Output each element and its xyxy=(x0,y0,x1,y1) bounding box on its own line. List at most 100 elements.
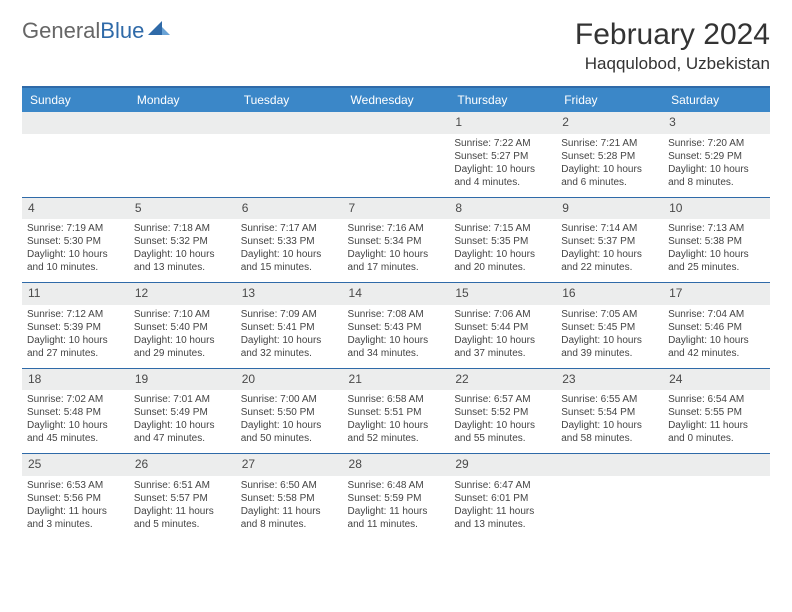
sunrise-text: Sunrise: 7:10 AM xyxy=(134,308,231,321)
calendar-table: Sunday Monday Tuesday Wednesday Thursday… xyxy=(22,86,770,539)
daylight-text: Daylight: 10 hours xyxy=(241,334,338,347)
day-cell xyxy=(556,476,663,539)
day-cell: Sunrise: 7:19 AMSunset: 5:30 PMDaylight:… xyxy=(22,219,129,283)
sunset-text: Sunset: 5:32 PM xyxy=(134,235,231,248)
daylight-text: Daylight: 10 hours xyxy=(241,419,338,432)
day-cell: Sunrise: 6:53 AMSunset: 5:56 PMDaylight:… xyxy=(22,476,129,539)
sunset-text: Sunset: 5:48 PM xyxy=(27,406,124,419)
sunset-text: Sunset: 5:54 PM xyxy=(561,406,658,419)
day-number: 5 xyxy=(129,197,236,219)
daylight-text: Daylight: 10 hours xyxy=(668,334,765,347)
daylight-text: Daylight: 10 hours xyxy=(561,334,658,347)
sunset-text: Sunset: 5:58 PM xyxy=(241,492,338,505)
day-number: 28 xyxy=(343,454,450,476)
sunset-text: Sunset: 6:01 PM xyxy=(454,492,551,505)
logo-general: General xyxy=(22,18,100,43)
day-cell xyxy=(236,134,343,198)
day-number: 13 xyxy=(236,283,343,305)
daylight-text: Daylight: 11 hours xyxy=(454,505,551,518)
daylight-text: and 50 minutes. xyxy=(241,432,338,445)
sunrise-text: Sunrise: 7:14 AM xyxy=(561,222,658,235)
daylight-text: and 8 minutes. xyxy=(241,518,338,531)
sunrise-text: Sunrise: 7:08 AM xyxy=(348,308,445,321)
sunrise-text: Sunrise: 7:22 AM xyxy=(454,137,551,150)
sunset-text: Sunset: 5:46 PM xyxy=(668,321,765,334)
sunrise-text: Sunrise: 6:51 AM xyxy=(134,479,231,492)
daylight-text: and 15 minutes. xyxy=(241,261,338,274)
daylight-text: Daylight: 10 hours xyxy=(348,419,445,432)
daylight-text: Daylight: 10 hours xyxy=(668,163,765,176)
sunrise-text: Sunrise: 7:06 AM xyxy=(454,308,551,321)
daylight-text: Daylight: 11 hours xyxy=(134,505,231,518)
sunset-text: Sunset: 5:39 PM xyxy=(27,321,124,334)
day-number: 27 xyxy=(236,454,343,476)
daylight-text: and 29 minutes. xyxy=(134,347,231,360)
daylight-text: and 13 minutes. xyxy=(134,261,231,274)
weekday-header: Monday xyxy=(129,87,236,112)
sunrise-text: Sunrise: 6:58 AM xyxy=(348,393,445,406)
day-cell: Sunrise: 7:21 AMSunset: 5:28 PMDaylight:… xyxy=(556,134,663,198)
day-cell xyxy=(129,134,236,198)
day-number-row: 2526272829 xyxy=(22,454,770,476)
day-number: 2 xyxy=(556,112,663,134)
daylight-text: Daylight: 10 hours xyxy=(454,419,551,432)
sunrise-text: Sunrise: 7:21 AM xyxy=(561,137,658,150)
daylight-text: Daylight: 11 hours xyxy=(668,419,765,432)
page-header: GeneralBlue February 2024 Haqqulobod, Uz… xyxy=(22,18,770,74)
weekday-header: Thursday xyxy=(449,87,556,112)
daylight-text: and 17 minutes. xyxy=(348,261,445,274)
daylight-text: Daylight: 10 hours xyxy=(27,248,124,261)
sunset-text: Sunset: 5:52 PM xyxy=(454,406,551,419)
day-cell: Sunrise: 6:55 AMSunset: 5:54 PMDaylight:… xyxy=(556,390,663,454)
sunrise-text: Sunrise: 7:02 AM xyxy=(27,393,124,406)
daylight-text: Daylight: 10 hours xyxy=(241,248,338,261)
sunset-text: Sunset: 5:35 PM xyxy=(454,235,551,248)
weekday-header: Sunday xyxy=(22,87,129,112)
title-block: February 2024 Haqqulobod, Uzbekistan xyxy=(575,18,770,74)
day-cell: Sunrise: 7:14 AMSunset: 5:37 PMDaylight:… xyxy=(556,219,663,283)
daylight-text: Daylight: 10 hours xyxy=(561,419,658,432)
day-cell: Sunrise: 6:51 AMSunset: 5:57 PMDaylight:… xyxy=(129,476,236,539)
day-number: 19 xyxy=(129,368,236,390)
daylight-text: Daylight: 10 hours xyxy=(668,248,765,261)
day-number: 22 xyxy=(449,368,556,390)
day-number: 18 xyxy=(22,368,129,390)
day-cell: Sunrise: 7:18 AMSunset: 5:32 PMDaylight:… xyxy=(129,219,236,283)
day-detail-row: Sunrise: 7:22 AMSunset: 5:27 PMDaylight:… xyxy=(22,134,770,198)
day-number: 16 xyxy=(556,283,663,305)
day-cell: Sunrise: 6:57 AMSunset: 5:52 PMDaylight:… xyxy=(449,390,556,454)
day-cell: Sunrise: 7:01 AMSunset: 5:49 PMDaylight:… xyxy=(129,390,236,454)
weekday-header-row: Sunday Monday Tuesday Wednesday Thursday… xyxy=(22,87,770,112)
day-number xyxy=(236,112,343,134)
sunset-text: Sunset: 5:29 PM xyxy=(668,150,765,163)
sunrise-text: Sunrise: 6:48 AM xyxy=(348,479,445,492)
daylight-text: and 3 minutes. xyxy=(27,518,124,531)
logo-blue: Blue xyxy=(100,18,144,43)
daylight-text: and 22 minutes. xyxy=(561,261,658,274)
weekday-header: Friday xyxy=(556,87,663,112)
daylight-text: and 37 minutes. xyxy=(454,347,551,360)
day-cell: Sunrise: 7:09 AMSunset: 5:41 PMDaylight:… xyxy=(236,305,343,369)
sunset-text: Sunset: 5:57 PM xyxy=(134,492,231,505)
daylight-text: Daylight: 11 hours xyxy=(348,505,445,518)
daylight-text: and 8 minutes. xyxy=(668,176,765,189)
daylight-text: and 42 minutes. xyxy=(668,347,765,360)
day-cell: Sunrise: 7:20 AMSunset: 5:29 PMDaylight:… xyxy=(663,134,770,198)
sunrise-text: Sunrise: 7:05 AM xyxy=(561,308,658,321)
daylight-text: and 11 minutes. xyxy=(348,518,445,531)
sunrise-text: Sunrise: 7:01 AM xyxy=(134,393,231,406)
sunset-text: Sunset: 5:34 PM xyxy=(348,235,445,248)
day-detail-row: Sunrise: 7:02 AMSunset: 5:48 PMDaylight:… xyxy=(22,390,770,454)
daylight-text: and 45 minutes. xyxy=(27,432,124,445)
daylight-text: Daylight: 10 hours xyxy=(27,419,124,432)
day-cell: Sunrise: 6:54 AMSunset: 5:55 PMDaylight:… xyxy=(663,390,770,454)
day-cell: Sunrise: 7:08 AMSunset: 5:43 PMDaylight:… xyxy=(343,305,450,369)
day-detail-row: Sunrise: 6:53 AMSunset: 5:56 PMDaylight:… xyxy=(22,476,770,539)
sunrise-text: Sunrise: 7:00 AM xyxy=(241,393,338,406)
day-cell: Sunrise: 7:06 AMSunset: 5:44 PMDaylight:… xyxy=(449,305,556,369)
sunrise-text: Sunrise: 6:57 AM xyxy=(454,393,551,406)
day-number xyxy=(556,454,663,476)
day-number: 29 xyxy=(449,454,556,476)
day-cell: Sunrise: 7:10 AMSunset: 5:40 PMDaylight:… xyxy=(129,305,236,369)
daylight-text: and 0 minutes. xyxy=(668,432,765,445)
